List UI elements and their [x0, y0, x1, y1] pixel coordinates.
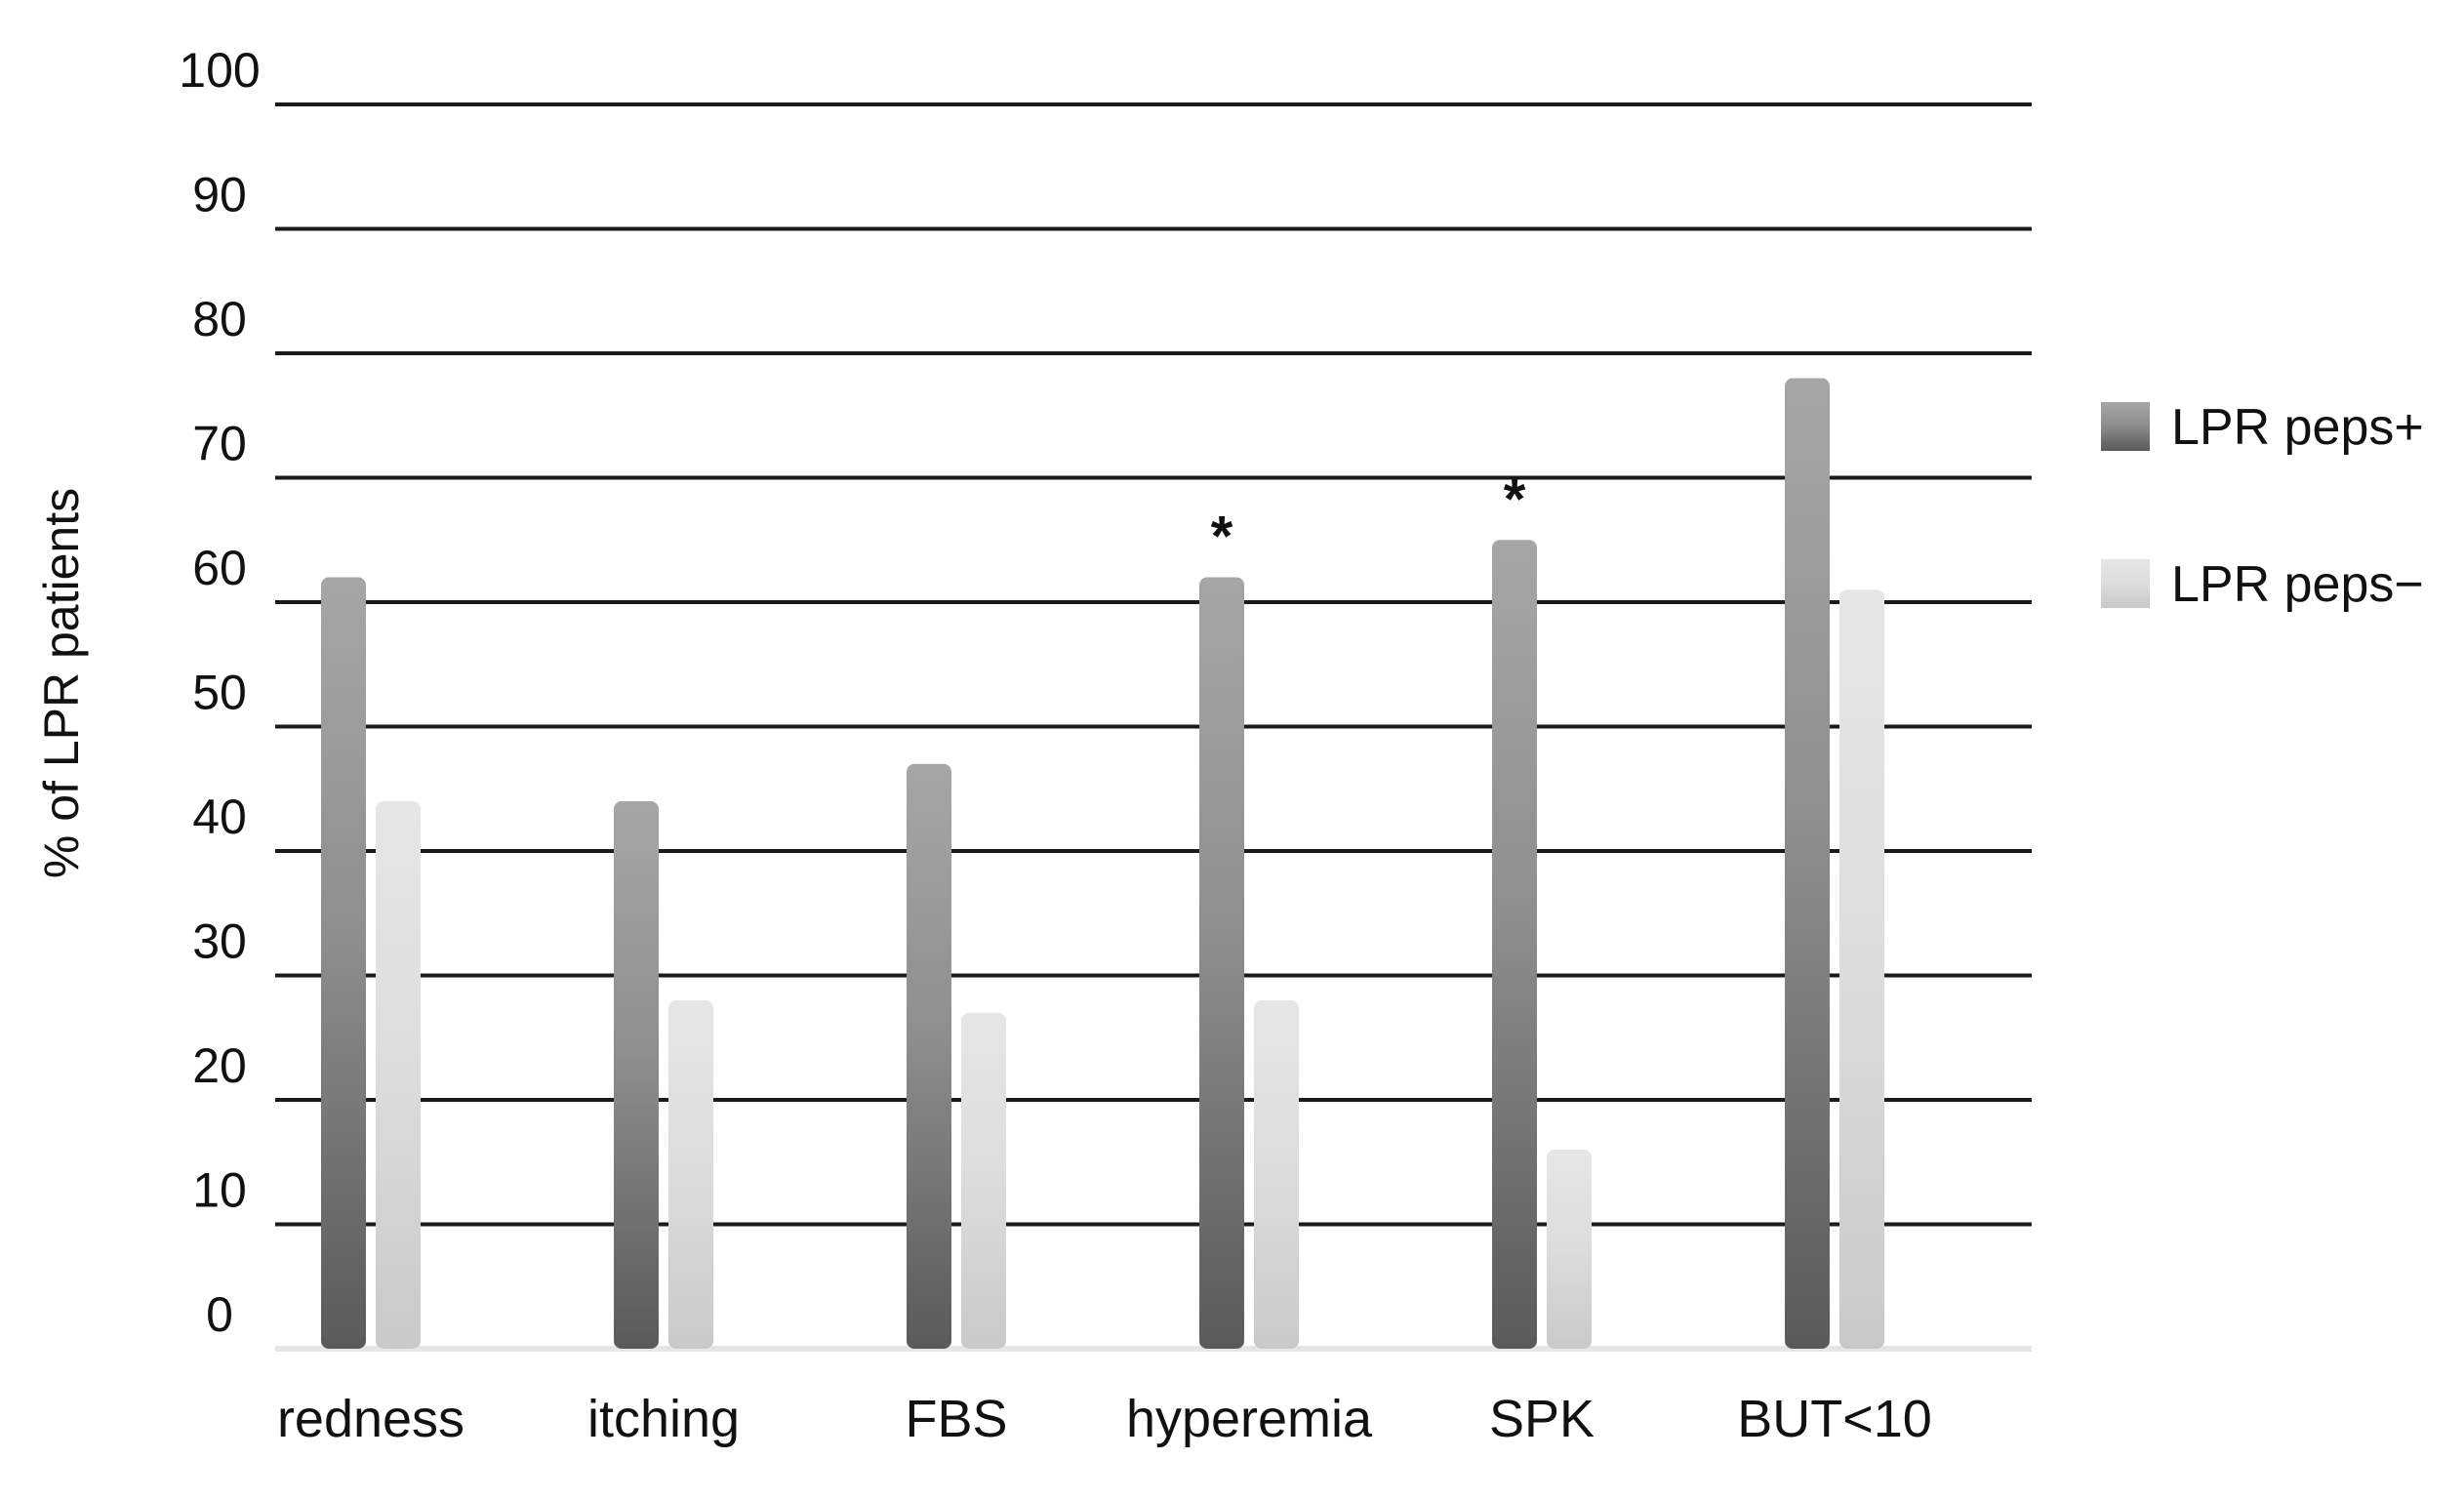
significance-marker: *: [1211, 506, 1233, 569]
y-tick-label: 10: [192, 1163, 247, 1218]
y-tick-label: 0: [206, 1287, 233, 1342]
bar-peps-neg: [668, 1000, 713, 1349]
y-tick-label: 30: [192, 914, 247, 969]
legend: LPR peps+ LPR peps−: [2101, 399, 2424, 613]
y-tick-label: 20: [192, 1038, 247, 1093]
bar-peps-pos: [1492, 540, 1537, 1349]
y-tick-label: 50: [192, 666, 247, 720]
significance-marker: *: [1504, 467, 1526, 531]
bar-peps-neg: [961, 1012, 1006, 1349]
y-axis-ticks: 0 10 20 30 40 50 60 70 80 90 100: [179, 43, 260, 1342]
gridlines: [275, 102, 2032, 1352]
bar-peps-pos: [321, 577, 366, 1349]
bar-peps-pos: [614, 801, 659, 1349]
legend-label: LPR peps−: [2171, 556, 2424, 613]
x-category-label: itching: [587, 1390, 740, 1448]
bars: [321, 378, 1884, 1349]
bar-peps-pos: [907, 763, 951, 1349]
significance-markers: **: [1211, 467, 1526, 568]
bar-peps-pos: [1785, 378, 1830, 1349]
y-tick-label: 60: [192, 541, 247, 595]
y-tick-label: 70: [192, 417, 247, 471]
bar-peps-pos: [1199, 577, 1244, 1349]
legend-swatch: [2101, 559, 2150, 608]
x-category-label: BUT<10: [1737, 1390, 1932, 1448]
x-category-label: hyperemia: [1126, 1390, 1373, 1448]
bar-peps-neg: [1839, 589, 1884, 1349]
x-category-label: SPK: [1489, 1390, 1595, 1448]
y-tick-label: 80: [192, 292, 247, 346]
x-axis-categories: redness itching FBS hyperemia SPK BUT<10: [277, 1390, 1932, 1448]
y-tick-label: 40: [192, 790, 247, 844]
legend-label: LPR peps+: [2171, 399, 2424, 456]
x-category-label: redness: [277, 1390, 465, 1448]
bar-peps-neg: [376, 801, 421, 1349]
x-category-label: FBS: [905, 1390, 1007, 1448]
bar-peps-neg: [1254, 1000, 1299, 1349]
y-tick-label: 90: [192, 168, 247, 223]
y-axis-label: % of LPR patients: [34, 488, 89, 878]
legend-swatch: [2101, 402, 2150, 451]
bar-peps-neg: [1547, 1150, 1592, 1349]
y-tick-label: 100: [179, 43, 260, 98]
